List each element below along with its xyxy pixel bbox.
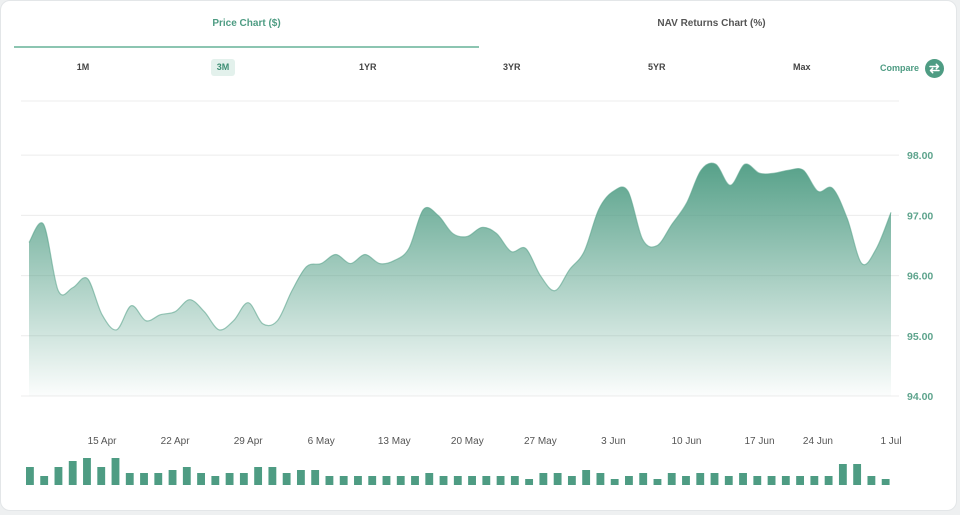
volume-bar [396, 476, 405, 485]
chart-type-tabs: Price Chart ($) NAV Returns Chart (%) [14, 1, 944, 48]
volume-bar [411, 476, 419, 485]
volume-bar [653, 479, 662, 485]
volume-bar [26, 467, 34, 485]
volume-bar [268, 467, 277, 485]
volume-bar [439, 476, 448, 485]
volume-bar [710, 473, 719, 485]
range-1yr-button[interactable]: 1YR [359, 62, 377, 72]
x-tick-label: 27 May [524, 436, 557, 447]
volume-bar [781, 476, 790, 485]
volume-bar [140, 473, 148, 485]
volume-bar [810, 476, 819, 485]
volume-bar [97, 467, 106, 485]
volume-bar [311, 470, 320, 485]
volume-bar [838, 464, 847, 485]
volume-bar [125, 473, 134, 485]
volume-bar [339, 476, 348, 485]
volume-bar [696, 473, 705, 485]
tab-nav-returns-chart[interactable]: NAV Returns Chart (%) [657, 18, 766, 29]
compare-label: Compare [879, 63, 919, 73]
volume-bar [553, 473, 562, 485]
x-tick-label: 6 May [308, 436, 335, 447]
volume-bar [639, 473, 648, 485]
x-tick-label: 29 Apr [234, 436, 264, 447]
y-tick-label: 95.00 [907, 331, 933, 343]
volume-bar [282, 473, 291, 485]
volume-bar [368, 476, 377, 485]
x-tick-label: 22 Apr [161, 436, 191, 447]
y-tick-label: 97.00 [907, 210, 933, 222]
volume-bar [197, 473, 205, 485]
volume-bar [482, 476, 491, 485]
volume-bar [40, 476, 49, 485]
y-tick-label: 94.00 [907, 391, 933, 403]
x-tick-label: 10 Jun [671, 436, 701, 447]
volume-bar [853, 464, 862, 485]
volume-bar [496, 476, 505, 485]
volume-bar [767, 476, 776, 485]
range-3yr-button[interactable]: 3YR [503, 62, 521, 72]
x-tick-label: 15 Apr [88, 436, 118, 447]
volume-bar [753, 476, 762, 485]
tab-price-chart[interactable]: Price Chart ($) [14, 1, 479, 48]
price-line [28, 162, 892, 331]
volume-bar [724, 476, 733, 485]
volume-bar [425, 473, 434, 485]
range-5yr-button[interactable]: 5YR [648, 62, 666, 72]
volume-bar [211, 476, 220, 485]
volume-bar [354, 476, 362, 485]
volume-bar [525, 479, 534, 485]
volume-bar [667, 473, 676, 485]
volume-bar [254, 467, 263, 485]
volume-bar [68, 461, 77, 485]
volume-bar [468, 476, 476, 485]
volume-bar [596, 473, 605, 485]
volume-bar [867, 476, 876, 485]
volume-bar [582, 470, 591, 485]
volume-bar [510, 476, 519, 485]
volume-bar [682, 476, 690, 485]
volume-bar [182, 467, 191, 485]
volume-bar [154, 473, 163, 485]
volume-bar [567, 476, 576, 485]
volume-bar [610, 479, 619, 485]
volume-bar [239, 473, 248, 485]
volume-bar [796, 476, 805, 485]
volume-bar [111, 458, 120, 485]
range-1m-button[interactable]: 1M [76, 62, 90, 72]
volume-bar [225, 473, 234, 485]
volume-bar [453, 476, 462, 485]
range-3m-button[interactable]: 3M [211, 59, 235, 76]
x-tick-label: 13 May [378, 436, 411, 447]
price-area [29, 163, 891, 396]
compare-button[interactable]: Compare [880, 57, 944, 79]
y-tick-label: 98.00 [907, 150, 933, 162]
volume-bar [881, 479, 890, 485]
volume-bar [824, 476, 833, 485]
volume-bar [83, 458, 91, 485]
x-tick-label: 1 Jul [880, 436, 901, 447]
volume-bar [625, 476, 633, 485]
swap-arrows-icon [925, 58, 944, 78]
x-tick-label: 24 Jun [803, 436, 833, 447]
volume-bar [539, 473, 548, 485]
x-tick-label: 3 Jun [601, 436, 625, 447]
volume-bar [296, 470, 305, 485]
x-tick-label: 17 Jun [744, 436, 774, 447]
time-range-selector: 1M 3M 1YR 3YR 5YR Max Compare [1, 55, 956, 81]
volume-bar [54, 467, 63, 485]
x-tick-label: 20 May [451, 436, 484, 447]
volume-bar [325, 476, 334, 485]
volume-bar [739, 473, 747, 485]
range-max-button[interactable]: Max [793, 62, 811, 72]
volume-bar [382, 476, 391, 485]
volume-bar [168, 470, 177, 485]
y-tick-label: 96.00 [907, 271, 933, 283]
